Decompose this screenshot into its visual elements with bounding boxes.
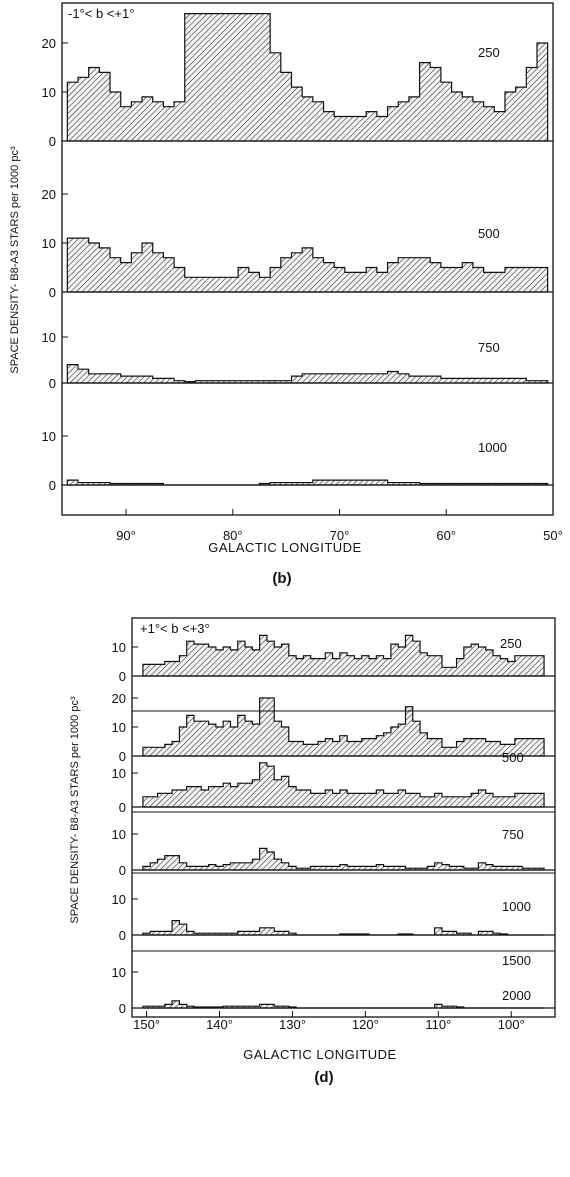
x-tick-label: 90° xyxy=(116,528,136,543)
y-tick-label: 0 xyxy=(119,669,126,684)
histogram-1000 xyxy=(142,847,545,871)
x-axis-label: GALACTIC LONGITUDE xyxy=(243,1047,396,1062)
series-1500: 0 10 1500 xyxy=(112,892,555,968)
x-tick-label: 100° xyxy=(498,1017,525,1032)
series-label-500: 500 xyxy=(502,750,524,765)
y-tick-label: 0 xyxy=(49,376,56,391)
series-1000: 0 10 1000 xyxy=(112,827,555,914)
series-label-250: 250 xyxy=(478,45,500,60)
x-axis-label: GALACTIC LONGITUDE xyxy=(208,540,361,555)
y-tick-label: 20 xyxy=(42,187,56,202)
plot-frame xyxy=(61,2,554,516)
y-tick-label: 10 xyxy=(112,720,126,735)
x-tick-label: 50° xyxy=(543,528,563,543)
y-tick-label: 10 xyxy=(42,85,56,100)
series-label-750: 750 xyxy=(478,340,500,355)
y-tick-label: 10 xyxy=(42,429,56,444)
y-tick-label: 0 xyxy=(119,1001,126,1016)
y-tick-label: 10 xyxy=(112,640,126,655)
chart-panel-b: 0 10 20 250 0 10 20 500 0 10 750 0 10 1000 90° 80° 70° 60… xyxy=(9,2,563,587)
y-axis-label: SPACE DENSITY- B8-A3 STARS per 1000 pc³ xyxy=(9,146,21,374)
y-tick-label: 0 xyxy=(119,749,126,764)
plot-frame xyxy=(131,617,556,1018)
y-tick-label: 0 xyxy=(49,478,56,493)
panel-tag: (b) xyxy=(272,570,291,587)
y-tick-label: 10 xyxy=(42,236,56,251)
y-axis-label-group: SPACE DENSITY- B8-A3 STARS per 1000 pc³ xyxy=(69,696,81,924)
series-500: 0 10 20 500 xyxy=(112,691,555,765)
y-tick-label: 0 xyxy=(49,285,56,300)
histogram-250 xyxy=(66,13,549,142)
x-tick-label: 70° xyxy=(330,528,350,543)
series-250: 0 10 20 250 xyxy=(42,13,553,149)
y-tick-label: 10 xyxy=(112,965,126,980)
y-tick-label: 10 xyxy=(112,892,126,907)
series-label-750: 750 xyxy=(502,827,524,842)
series-750: 0 10 750 xyxy=(112,762,555,842)
histogram-1000 xyxy=(66,479,549,486)
y-tick-label: 0 xyxy=(119,863,126,878)
y-tick-label: 0 xyxy=(49,134,56,149)
y-tick-label: 20 xyxy=(112,691,126,706)
histogram-250 xyxy=(142,634,545,677)
latitude-range-label: +1°< b <+3° xyxy=(140,621,210,636)
y-tick-label: 20 xyxy=(42,36,56,51)
panel-tag: (d) xyxy=(314,1069,333,1086)
y-tick-label: 0 xyxy=(119,928,126,943)
y-tick-label: 10 xyxy=(42,330,56,345)
series-label-1500: 1500 xyxy=(502,953,531,968)
histogram-2000 xyxy=(142,1000,545,1009)
series-label-250: 250 xyxy=(500,636,522,651)
series-label-500: 500 xyxy=(478,226,500,241)
histogram-1500 xyxy=(142,920,545,936)
x-tick-label: 60° xyxy=(436,528,456,543)
series-label-1000: 1000 xyxy=(478,440,507,455)
series-500: 0 10 20 500 xyxy=(42,187,553,300)
histogram-750 xyxy=(66,364,549,384)
y-axis-label-group: SPACE DENSITY- B8-A3 STARS per 1000 pc³ xyxy=(9,146,21,374)
series-1000: 0 10 1000 xyxy=(42,429,553,493)
x-tick-label: 120° xyxy=(352,1017,379,1032)
y-tick-label: 10 xyxy=(112,827,126,842)
histogram-500 xyxy=(66,237,549,293)
series-250: 0 10 250 xyxy=(112,634,555,684)
x-tick-label: 110° xyxy=(425,1017,451,1032)
latitude-range-label: -1°< b <+1° xyxy=(68,6,134,21)
histogram-500 xyxy=(142,697,545,757)
histogram-750 xyxy=(142,762,545,808)
x-tick-label: 140° xyxy=(206,1017,233,1032)
series-label-1000: 1000 xyxy=(502,899,531,914)
x-tick-label: 80° xyxy=(223,528,243,543)
series-label-2000: 2000 xyxy=(502,988,531,1003)
y-tick-label: 10 xyxy=(112,766,126,781)
y-axis-label: SPACE DENSITY- B8-A3 STARS per 1000 pc³ xyxy=(69,696,81,924)
y-tick-label: 0 xyxy=(119,800,126,815)
x-tick-label: 130° xyxy=(279,1017,306,1032)
chart-panel-d: 0 10 250 0 10 20 500 0 10 750 0 10 1000 0 10 1500 0 10 200… xyxy=(69,617,556,1086)
x-tick-label: 150° xyxy=(133,1017,160,1032)
series-750: 0 10 750 xyxy=(42,330,553,391)
